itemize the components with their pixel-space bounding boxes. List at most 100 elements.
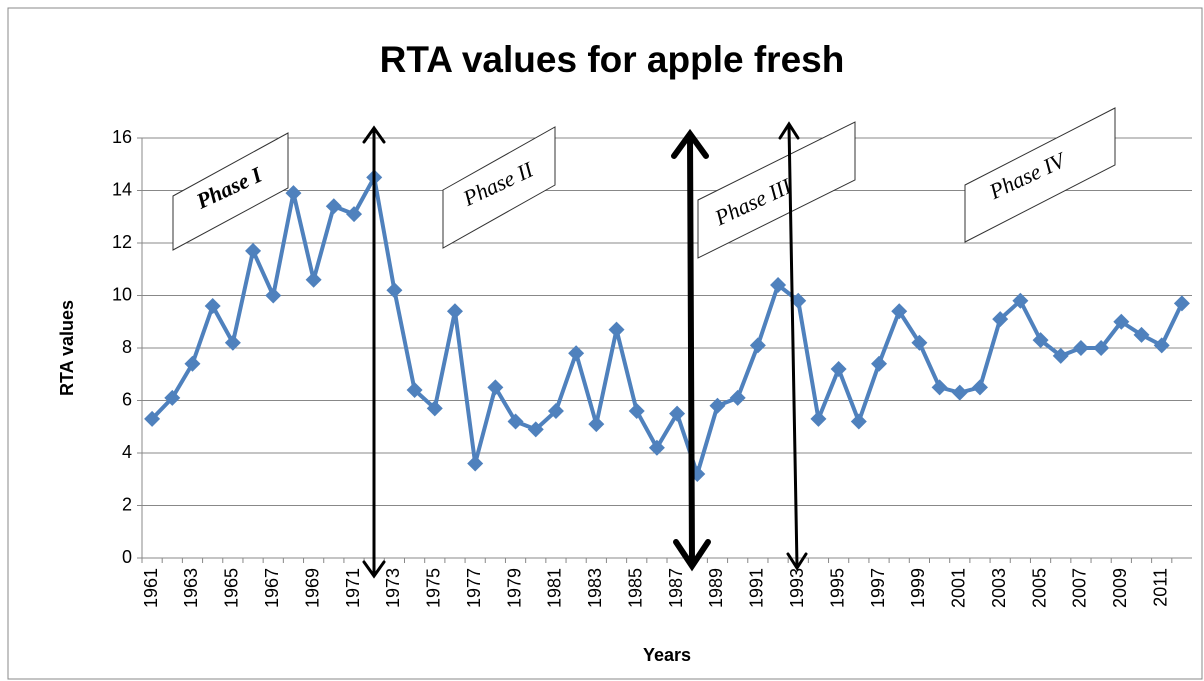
marker [285, 185, 302, 202]
x-tick-label: 1963 [181, 568, 201, 608]
marker [446, 303, 463, 320]
x-tick-label: 1985 [625, 568, 645, 608]
arrow-head [786, 552, 808, 571]
x-tick-label: 1967 [262, 568, 282, 608]
marker [891, 303, 908, 320]
marker [1072, 340, 1089, 356]
x-tick-label: 1971 [343, 568, 363, 608]
x-tick-label: 1991 [747, 568, 767, 608]
marker [729, 389, 746, 406]
arrow-head [673, 539, 711, 572]
marker [305, 271, 322, 288]
marker [547, 403, 564, 419]
x-tick-label: 2001 [949, 568, 969, 608]
marker [1153, 337, 1170, 354]
plot: 0 2 4 6 8 10 12 14 16 1961 1963 1965 1967 1969 1971 197… [112, 127, 1192, 608]
marker [850, 413, 867, 430]
marker [871, 355, 888, 372]
marker [951, 384, 968, 401]
marker [346, 206, 363, 223]
marker [830, 361, 847, 377]
marker [406, 382, 423, 398]
marker [588, 416, 605, 433]
x-tick-label: 1999 [908, 568, 928, 608]
y-tick-label: 6 [122, 389, 132, 409]
x-tick-label: 1961 [141, 568, 161, 608]
arrow-head [362, 560, 386, 579]
x-tick-label: 2007 [1070, 568, 1090, 608]
y-tick-label: 0 [122, 547, 132, 567]
marker [790, 292, 807, 309]
marker [568, 345, 585, 362]
marker [911, 334, 928, 351]
marker [245, 242, 262, 259]
y-tick-label: 4 [122, 442, 132, 462]
marker [184, 355, 201, 372]
marker [992, 311, 1009, 328]
x-tick-label: 1983 [585, 568, 605, 608]
x-tick-label: 1965 [222, 568, 242, 608]
arrow [687, 133, 695, 567]
arrow-head [362, 125, 386, 144]
x-tick-label: 1979 [504, 568, 524, 608]
x-tick-label: 2003 [989, 568, 1009, 608]
chart-frame [7, 7, 1203, 680]
phase-box [697, 121, 856, 259]
marker [810, 410, 827, 427]
x-tick-label: 1993 [787, 568, 807, 608]
marker [1113, 313, 1130, 330]
phase-box [172, 132, 289, 251]
marker [1012, 292, 1029, 309]
y-axis-label: RTA values [57, 300, 77, 396]
marker [1052, 347, 1069, 364]
marker [1093, 340, 1110, 356]
marker [1032, 332, 1049, 349]
marker [164, 389, 181, 406]
marker [386, 282, 403, 299]
marker [144, 410, 161, 427]
x-tick-label: 2011 [1150, 568, 1170, 607]
arrow-head [778, 121, 800, 140]
marker [527, 421, 544, 438]
x-tick-label: 2005 [1029, 568, 1049, 608]
marker [770, 277, 787, 293]
x-tick-label: 1975 [424, 568, 444, 608]
marker [265, 287, 282, 304]
marker [507, 413, 524, 430]
y-tick-label: 2 [122, 494, 132, 514]
marker [931, 379, 948, 396]
x-tick-label: 1977 [464, 568, 484, 608]
x-tick-label: 1981 [545, 568, 565, 608]
marker [669, 405, 686, 422]
x-tick-label: 2009 [1110, 568, 1130, 608]
marker [648, 439, 665, 456]
x-axis-label: Years [643, 645, 691, 665]
marker [467, 455, 484, 472]
phase-box [964, 107, 1116, 243]
y-tick-label: 16 [112, 127, 132, 147]
y-tick-label: 10 [112, 284, 132, 304]
arrow-head [671, 128, 709, 159]
y-tick-label: 12 [112, 232, 132, 252]
phase-box [442, 126, 556, 249]
marker [1133, 326, 1150, 343]
marker [971, 379, 988, 396]
marker [608, 321, 625, 338]
x-tick-label: 1969 [302, 568, 322, 608]
x-tick-label: 1995 [827, 568, 847, 608]
marker [204, 298, 221, 314]
marker [487, 379, 504, 396]
marker [749, 337, 766, 354]
marker [325, 198, 342, 215]
y-tick-label: 8 [122, 337, 132, 357]
arrow [787, 124, 799, 568]
marker [224, 334, 241, 351]
marker [1173, 295, 1190, 312]
marker [628, 403, 645, 419]
marker [426, 400, 443, 417]
x-tick-label: 1997 [868, 568, 888, 608]
x-tick-label: 1989 [706, 568, 726, 608]
marker [709, 397, 726, 414]
line [150, 175, 1184, 476]
